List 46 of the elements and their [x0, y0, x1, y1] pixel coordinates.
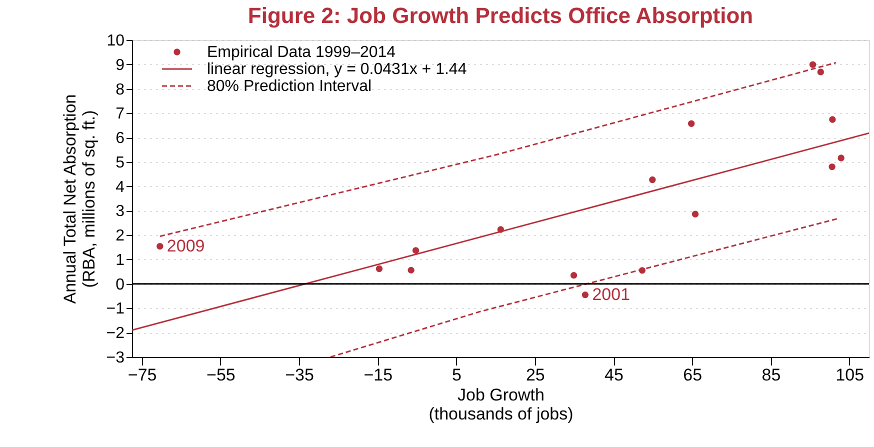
y-tick-label: 9	[116, 56, 125, 74]
point	[692, 210, 699, 218]
x-axis-title: Job Growth (thousands of jobs)	[428, 386, 574, 424]
x-tick-label: 85	[762, 366, 781, 384]
point	[688, 120, 695, 127]
point	[156, 242, 164, 250]
x-tick-label: 5	[452, 366, 462, 384]
y-tick-label: 0	[116, 276, 125, 294]
point	[817, 68, 824, 76]
y-tick-label: −2	[106, 325, 125, 342]
y-tick-label: 6	[116, 130, 125, 148]
y-tick-label: 1	[116, 252, 125, 269]
y-tick-label: −3	[106, 350, 125, 366]
point	[809, 61, 816, 68]
x-tick-label: −55	[206, 366, 236, 384]
point	[570, 272, 578, 279]
x-tick-label: −15	[364, 366, 393, 384]
point	[828, 163, 836, 170]
y-tick-label: 8	[116, 81, 125, 98]
y-tick-label: 2	[116, 228, 125, 245]
point	[376, 265, 383, 272]
annotation: 2001	[592, 284, 630, 304]
y-tick-label: 10	[106, 32, 125, 50]
x-tick-label: −75	[128, 366, 157, 384]
x-tick-label: 45	[604, 366, 624, 384]
y-tick-label: 3	[116, 203, 125, 220]
legend-label: Empirical Data 1999–2014	[207, 44, 396, 61]
annotation: 2009	[166, 236, 205, 256]
point	[829, 116, 836, 123]
chart-title: Figure 2: Job Growth Predicts Office Absorption	[248, 3, 754, 28]
y-tick-label: 4	[116, 178, 125, 196]
y-tick-label: 7	[116, 106, 125, 123]
point	[838, 154, 844, 162]
x-tick-label: −35	[285, 366, 314, 384]
x-tick-label: 105	[836, 366, 864, 384]
y-tick-label: −1	[106, 300, 125, 318]
x-tick-label: 25	[526, 366, 545, 384]
point	[412, 247, 420, 254]
legend-label: linear regression, y = 0.0431x + 1.44	[207, 61, 467, 78]
point	[649, 176, 656, 184]
y-tick-label: 5	[116, 154, 125, 172]
legend-label: 80% Prediction Interval	[207, 78, 372, 95]
point	[582, 291, 589, 298]
y-axis-title: Annual Total Net Absorption (RBA, millions of sq. ft.)	[60, 94, 98, 304]
x-tick-label: 65	[683, 366, 702, 384]
point	[408, 266, 414, 274]
